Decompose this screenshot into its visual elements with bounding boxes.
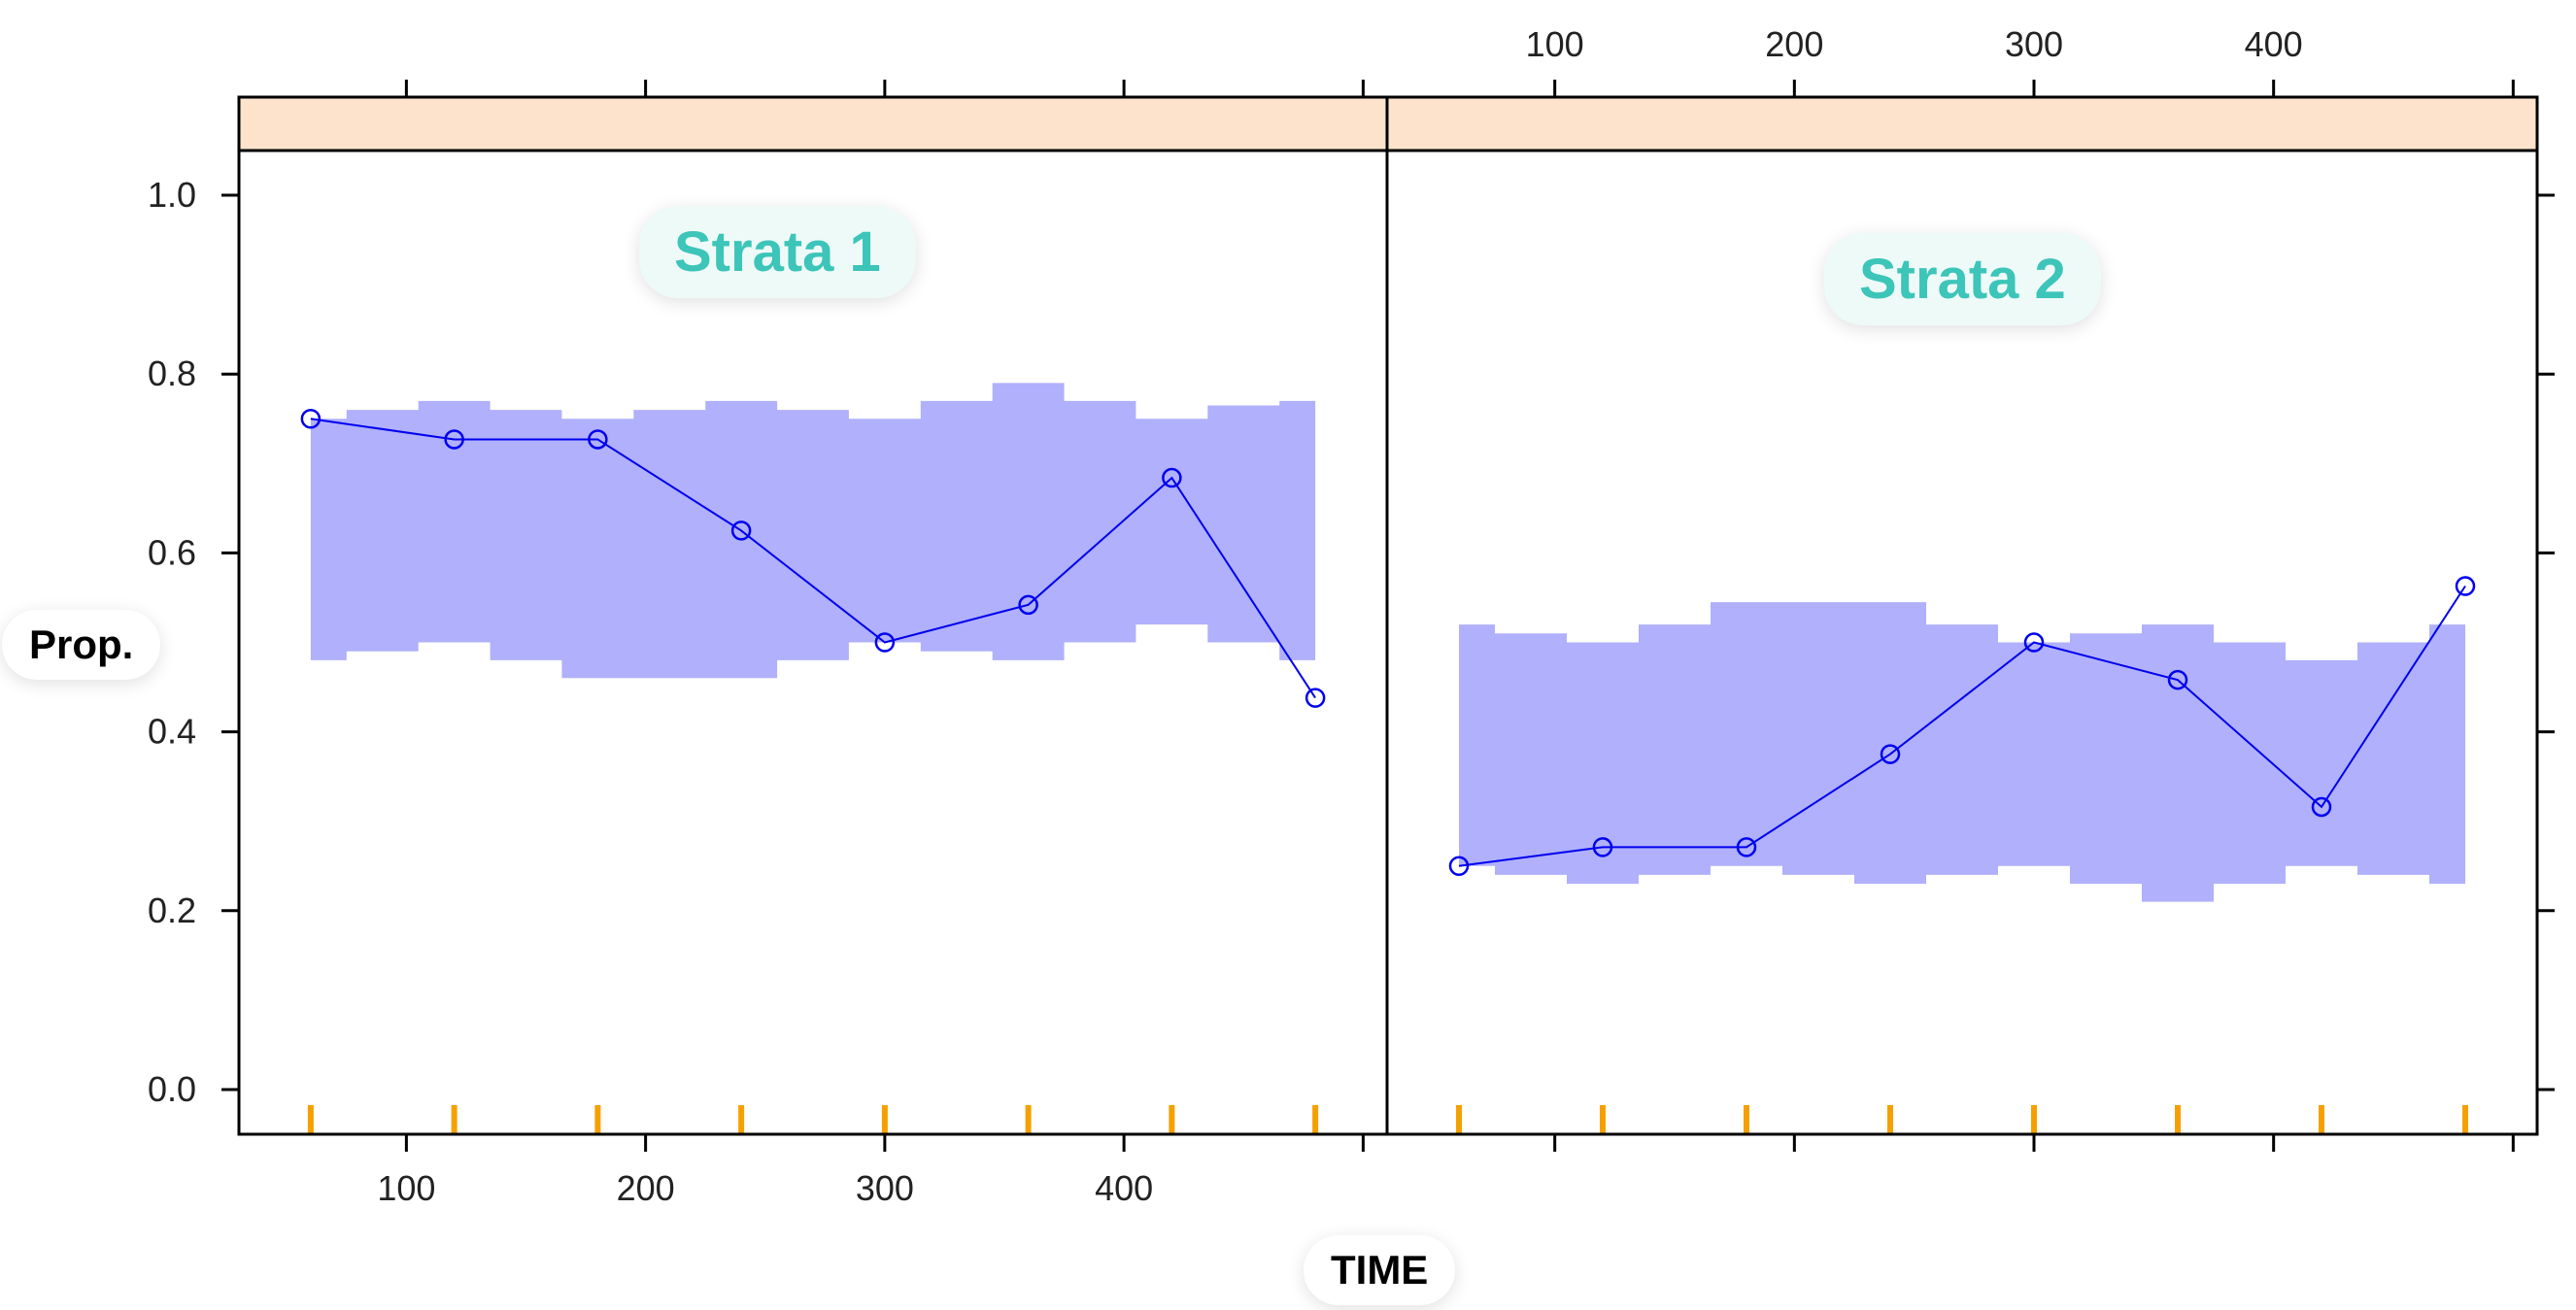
panel-1-x-tick-label-1: 100 (377, 1168, 435, 1208)
y-tick-label-2: 0.2 (148, 890, 196, 930)
panel-1-point-3 (588, 429, 608, 450)
panel-1-point-4 (730, 521, 752, 541)
panel-2-point-1 (1448, 856, 1470, 876)
panel-2-x-tick-label-3: 300 (2005, 24, 2063, 64)
panel-2-strip (1385, 95, 2539, 152)
panel-1-point-5 (874, 632, 896, 653)
panel-2-x-tick-label-4: 400 (2245, 24, 2303, 64)
x-axis-label: TIME (1304, 1235, 1456, 1305)
panel-1-confidence-band (310, 383, 1316, 679)
panel-2-point-6 (2167, 669, 2188, 690)
panel-2-observed-line (1458, 585, 2466, 867)
y-tick-label-1: 0.0 (148, 1069, 196, 1109)
panel-1-strip (237, 95, 1389, 152)
panel-1-x-tick-label-4: 400 (1095, 1168, 1153, 1208)
y-tick-label-5: 0.8 (148, 353, 196, 393)
y-tick-label-3: 0.4 (148, 712, 196, 752)
y-tick-label-4: 0.6 (148, 532, 196, 572)
panel-1-point-7 (1162, 467, 1182, 488)
panel-1-point-1 (300, 409, 322, 429)
panel-2-point-8 (2455, 576, 2476, 596)
panel-1-point-6 (1018, 594, 1038, 616)
panel-2-point-7 (2311, 796, 2332, 818)
panel-2-point-5 (2023, 632, 2045, 653)
panel-1-x-tick-label-3: 300 (856, 1168, 914, 1208)
panel-2-x-tick-label-2: 200 (1765, 24, 1823, 64)
panel-2-confidence-band (1459, 602, 2465, 902)
panel-1-point-2 (444, 429, 464, 450)
panel-2-x-tick-label-1: 100 (1526, 24, 1584, 64)
y-axis-label: Prop. (2, 610, 161, 680)
panel-2-point-3 (1736, 837, 1757, 857)
panel-2-label: Strata 2 (1824, 233, 2101, 325)
y-tick-label-6: 1.0 (148, 175, 196, 215)
panel-2-frame (1385, 149, 2539, 1136)
panel-1-point-8 (1305, 688, 1326, 708)
panel-2-point-4 (1880, 744, 1901, 764)
panel-1-label: Strata 1 (639, 206, 916, 298)
panel-1-observed-line (310, 418, 1316, 699)
panel-1-x-tick-label-2: 200 (617, 1168, 675, 1208)
panel-2-point-2 (1592, 837, 1613, 857)
